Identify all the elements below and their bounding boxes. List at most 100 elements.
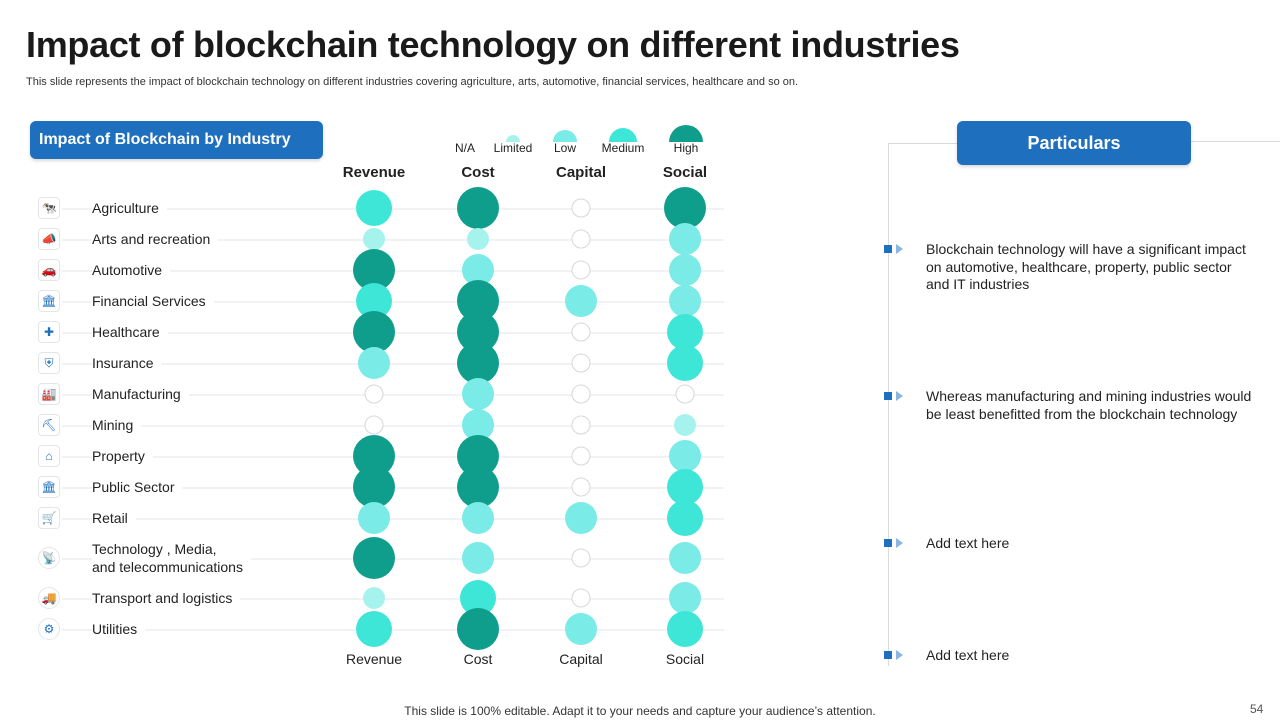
industry-label: Public Sector (92, 478, 183, 496)
impact-bubble-cost (457, 311, 499, 353)
column-footer-revenue: Revenue (345, 651, 403, 667)
impact-bubble-capital (571, 588, 591, 608)
page-number: 54 (1250, 702, 1264, 716)
blockchain-impact-header: Impact of Blockchain by Industry (30, 121, 323, 159)
impact-bubble-revenue (356, 283, 392, 319)
impact-bubble-revenue (356, 611, 392, 647)
impact-bubble-social (667, 611, 703, 647)
impact-bubble-social (669, 285, 701, 317)
impact-bubble-revenue (358, 347, 390, 379)
bullet-arrow-icon (884, 538, 910, 548)
legend-swatch (506, 135, 520, 142)
particulars-point: Blockchain technology will have a signif… (926, 241, 1246, 292)
legend-label: High (673, 141, 699, 155)
bullet-arrow-icon (884, 650, 910, 660)
industry-label: Technology , Media, and telecommunicatio… (92, 540, 251, 576)
industry-label: Mining (92, 416, 142, 434)
particulars-point: Whereas manufacturing and mining industr… (926, 388, 1252, 422)
impact-bubble-capital (571, 260, 591, 280)
impact-bubble-social (669, 254, 701, 286)
footer-note: This slide is 100% editable. Adapt it to… (404, 704, 876, 718)
impact-bubble-social (667, 500, 703, 536)
column-header-social: Social (662, 164, 708, 181)
impact-bubble-revenue (353, 537, 395, 579)
particulars-point: Add text here (926, 535, 1010, 551)
impact-bubble-social (667, 314, 703, 350)
impact-bubble-cost (457, 187, 499, 229)
impact-bubble-social (664, 187, 706, 229)
impact-bubble-revenue (364, 415, 384, 435)
gear-icon: ⚙ (38, 618, 60, 640)
particulars-connector-left (888, 143, 957, 144)
industry-label: Arts and recreation (92, 230, 219, 248)
impact-bubble-cost (462, 254, 494, 286)
impact-bubble-capital (571, 446, 591, 466)
particulars-header: Particulars (957, 121, 1191, 165)
impact-bubble-revenue (356, 190, 392, 226)
media-icon: 📡 (38, 547, 60, 569)
industry-label: Retail (92, 509, 136, 527)
impact-bubble-revenue (358, 502, 390, 534)
impact-bubble-capital (571, 198, 591, 218)
impact-bubble-capital (571, 322, 591, 342)
impact-bubble-cost (462, 542, 494, 574)
impact-bubble-revenue (363, 228, 385, 250)
legend-swatch (553, 130, 577, 142)
impact-bubble-cost (457, 608, 499, 650)
legend-swatch (669, 125, 703, 142)
industry-label: Property (92, 447, 153, 465)
mining-icon: ⛏ (38, 414, 60, 436)
particulars-connector-right (1191, 141, 1280, 142)
industry-label: Utilities (92, 620, 146, 638)
page-subtitle: This slide represents the impact of bloc… (26, 76, 799, 88)
particulars-connector-vertical (888, 144, 889, 666)
impact-bubble-cost (460, 580, 496, 616)
industry-label: Transport and logistics (92, 589, 241, 607)
impact-bubble-capital (571, 229, 591, 249)
legend-label: Limited (493, 141, 533, 155)
column-footer-capital: Capital (559, 651, 603, 667)
impact-bubble-social (667, 345, 703, 381)
medical-hand-icon: ✚ (38, 321, 60, 343)
impact-bubble-social (669, 582, 701, 614)
impact-bubble-capital (565, 613, 597, 645)
industry-label: Healthcare (92, 323, 168, 341)
car-badge-icon: 🚗 (38, 259, 60, 281)
particulars-point: Add text here (926, 647, 1010, 663)
shield-icon: ⛨ (38, 352, 60, 374)
impact-bubble-cost (457, 435, 499, 477)
impact-bubble-cost (457, 280, 499, 322)
impact-bubble-cost (457, 342, 499, 384)
impact-bubble-revenue (353, 435, 395, 477)
impact-bubble-revenue (353, 466, 395, 508)
industry-label: Financial Services (92, 292, 214, 310)
impact-bubble-capital (571, 477, 591, 497)
impact-bubble-cost (462, 502, 494, 534)
impact-bubble-revenue (353, 249, 395, 291)
column-footer-social: Social (665, 651, 705, 667)
industry-label: Insurance (92, 354, 162, 372)
impact-bubble-cost (462, 378, 494, 410)
impact-bubble-social (669, 223, 701, 255)
legend-swatch (609, 128, 637, 142)
column-footer-cost: Cost (463, 651, 493, 667)
bullet-arrow-icon (884, 391, 910, 401)
impact-bubble-capital (571, 353, 591, 373)
legend-label: N/A (454, 141, 475, 155)
impact-bubble-capital (571, 415, 591, 435)
bullet-arrow-icon (884, 244, 910, 254)
impact-bubble-social (669, 440, 701, 472)
industry-label: Agriculture (92, 199, 167, 217)
truck-icon: 🚚 (38, 587, 60, 609)
cow-icon: 🐄 (38, 197, 60, 219)
impact-bubble-capital (565, 502, 597, 534)
impact-bubble-capital (571, 384, 591, 404)
industry-label: Automotive (92, 261, 171, 279)
impact-bubble-revenue (364, 384, 384, 404)
impact-bubble-social (675, 384, 695, 404)
impact-bubble-social (667, 469, 703, 505)
impact-bubble-cost (457, 466, 499, 508)
impact-bubble-capital (571, 548, 591, 568)
bank-icon: 🏛 (38, 290, 60, 312)
